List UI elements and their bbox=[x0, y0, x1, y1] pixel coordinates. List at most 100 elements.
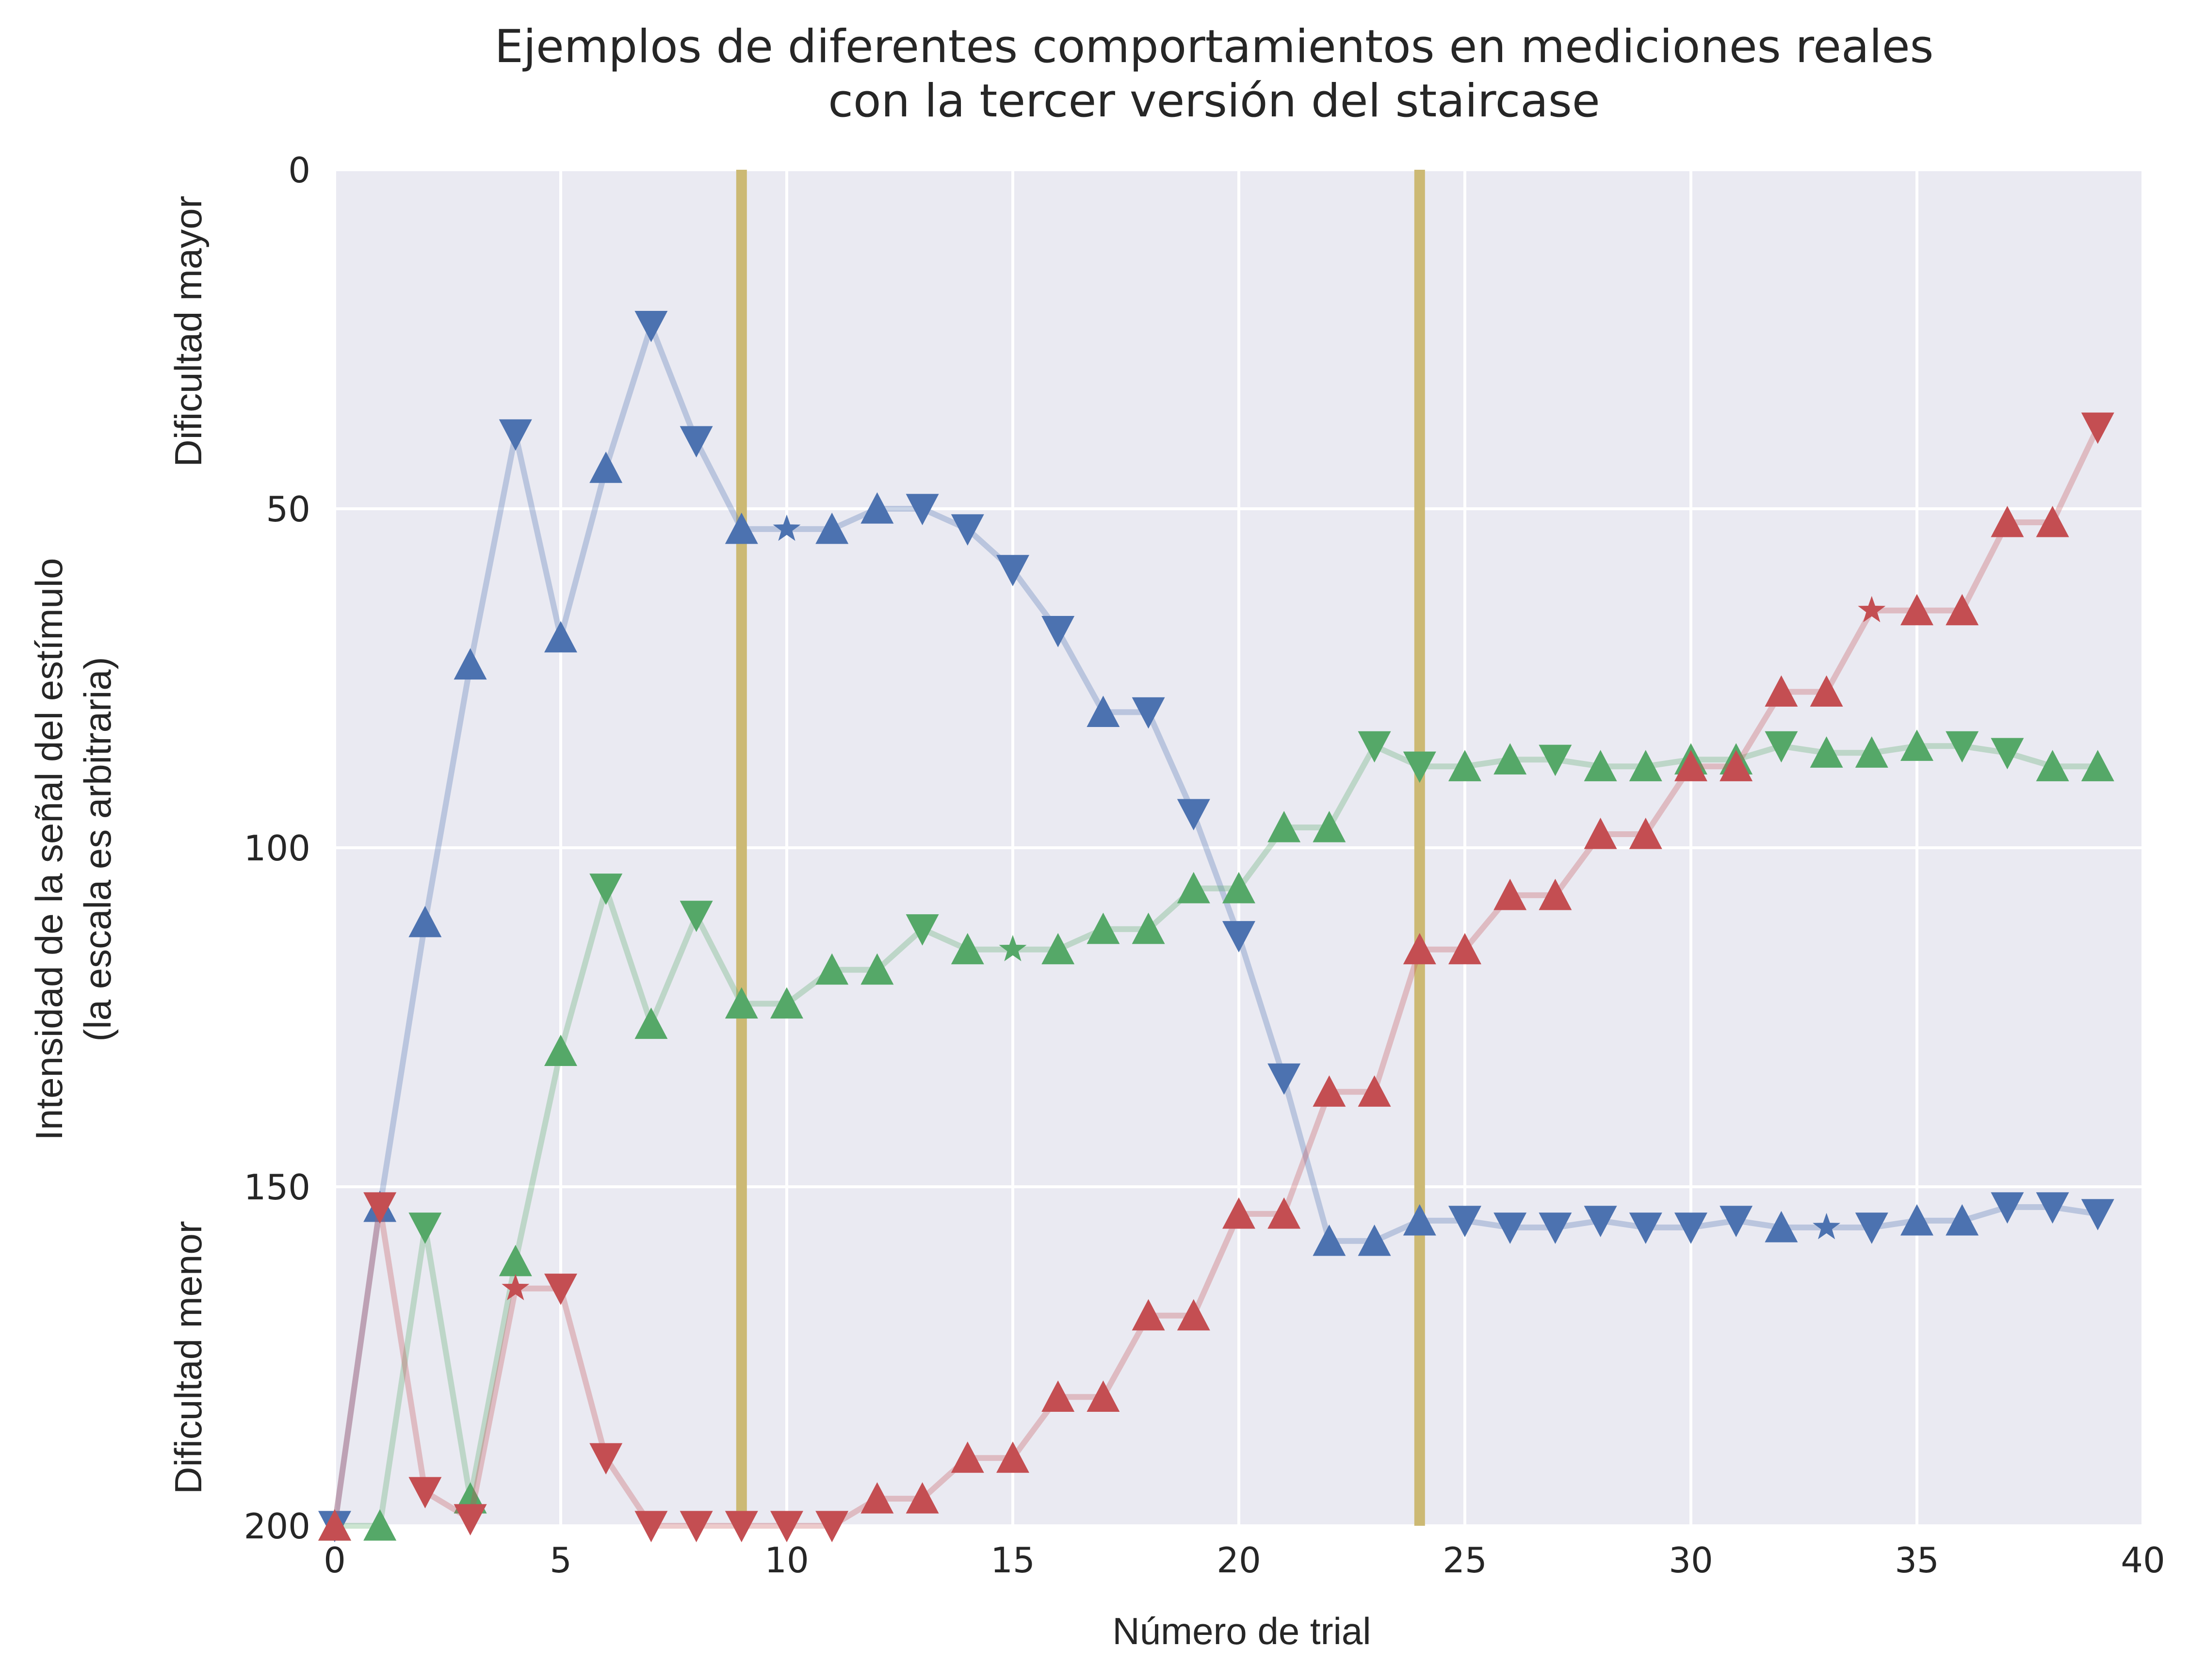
marker-triangle-up bbox=[1403, 933, 1436, 965]
marker-star bbox=[1813, 1212, 1841, 1240]
marker-triangle-up bbox=[1087, 912, 1120, 944]
marker-triangle-up bbox=[1222, 1197, 1255, 1229]
x-tick-label: 15 bbox=[990, 1540, 1035, 1581]
marker-triangle-down bbox=[770, 1511, 803, 1542]
marker-triangle-down bbox=[1448, 1206, 1481, 1237]
gridlines bbox=[333, 168, 2144, 1527]
marker-star bbox=[502, 1274, 530, 1300]
marker-triangle-up bbox=[1493, 878, 1527, 910]
marker-triangle-up bbox=[1358, 1224, 1391, 1256]
y-axis-label-line-1: Intensidad de la señal del estímulo bbox=[28, 558, 70, 1140]
marker-triangle-down bbox=[1041, 616, 1075, 647]
marker-triangle-up bbox=[1132, 1299, 1165, 1331]
marker-triangle-up bbox=[951, 1441, 984, 1473]
x-tick-label: 35 bbox=[1895, 1540, 1939, 1581]
marker-triangle-down bbox=[1539, 1212, 1572, 1244]
marker-triangle-down bbox=[906, 914, 939, 946]
marker-triangle-down bbox=[1493, 1212, 1527, 1244]
marker-triangle-down bbox=[906, 494, 939, 525]
y-tick-label: 50 bbox=[266, 489, 310, 530]
marker-triangle-up bbox=[1493, 743, 1527, 775]
x-tick-label: 0 bbox=[324, 1540, 346, 1581]
series-1 bbox=[318, 310, 2114, 1542]
series-layer bbox=[318, 310, 2114, 1542]
marker-triangle-down bbox=[454, 1504, 487, 1536]
marker-triangle-down bbox=[2036, 1192, 2069, 1224]
marker-triangle-up bbox=[1629, 750, 1662, 781]
marker-triangle-down bbox=[1765, 731, 1798, 763]
marker-triangle-up bbox=[1539, 878, 1572, 910]
series-line bbox=[332, 426, 2101, 1529]
x-tick-label: 40 bbox=[2121, 1540, 2165, 1581]
marker-triangle-down bbox=[1177, 799, 1210, 831]
marker-triangle-up bbox=[1403, 1204, 1436, 1236]
x-tick-label: 5 bbox=[550, 1540, 572, 1581]
marker-triangle-down bbox=[996, 555, 1029, 586]
marker-triangle-down bbox=[725, 1511, 758, 1542]
marker-star bbox=[999, 935, 1027, 961]
marker-triangle-up bbox=[815, 512, 849, 544]
marker-triangle-down bbox=[2081, 412, 2114, 444]
marker-triangle-up bbox=[860, 1482, 894, 1514]
marker-triangle-up bbox=[634, 1007, 668, 1039]
marker-triangle-up bbox=[454, 648, 487, 680]
marker-triangle-up bbox=[1087, 1380, 1120, 1412]
marker-triangle-up bbox=[1448, 750, 1481, 781]
marker-triangle-up bbox=[544, 621, 577, 653]
marker-triangle-down bbox=[1267, 1063, 1301, 1095]
marker-triangle-down bbox=[544, 1274, 577, 1305]
y-tick-label: 200 bbox=[244, 1506, 310, 1547]
marker-triangle-up bbox=[2036, 505, 2069, 537]
marker-triangle-up bbox=[1313, 1224, 1346, 1256]
y-axis-label-line-2: (la escala es arbitraria) bbox=[76, 657, 119, 1041]
marker-triangle-down bbox=[1358, 731, 1391, 763]
marker-triangle-down bbox=[680, 426, 713, 458]
marker-triangle-up bbox=[1087, 695, 1120, 727]
marker-triangle-up bbox=[906, 1482, 939, 1514]
chart-title-line-1: Ejemplos de diferentes comportamientos e… bbox=[494, 20, 1933, 73]
marker-triangle-up bbox=[815, 953, 849, 985]
marker-triangle-up bbox=[1448, 933, 1481, 965]
marker-triangle-up bbox=[363, 1509, 397, 1541]
x-tick-label: 10 bbox=[764, 1540, 809, 1581]
marker-triangle-down bbox=[1855, 1212, 1888, 1244]
marker-star bbox=[773, 514, 801, 541]
marker-triangle-down bbox=[1403, 751, 1436, 783]
marker-triangle-down bbox=[1629, 1212, 1662, 1244]
series-3 bbox=[318, 412, 2114, 1542]
marker-triangle-down bbox=[1674, 1212, 1707, 1244]
marker-triangle-up bbox=[408, 905, 442, 937]
marker-triangle-up bbox=[951, 933, 984, 965]
marker-triangle-up bbox=[1765, 675, 1798, 707]
marker-triangle-down bbox=[408, 1477, 442, 1509]
marker-triangle-up bbox=[589, 452, 623, 483]
marker-triangle-up bbox=[725, 512, 758, 544]
marker-triangle-down bbox=[634, 310, 668, 342]
marker-triangle-down bbox=[951, 514, 984, 546]
marker-triangle-up bbox=[2036, 750, 2069, 781]
marker-triangle-up bbox=[1900, 594, 1933, 626]
marker-triangle-up bbox=[544, 1034, 577, 1066]
marker-triangle-up bbox=[1674, 750, 1707, 781]
marker-triangle-up bbox=[1946, 1204, 1979, 1236]
marker-triangle-down bbox=[1720, 1206, 1753, 1237]
y-annotation-top: Dificultad mayor bbox=[167, 195, 210, 467]
marker-triangle-up bbox=[2081, 750, 2114, 781]
marker-triangle-up bbox=[1267, 1197, 1301, 1229]
marker-triangle-up bbox=[1267, 811, 1301, 842]
marker-triangle-up bbox=[1810, 736, 1843, 768]
marker-triangle-up bbox=[1584, 750, 1617, 781]
x-tick-label: 30 bbox=[1669, 1540, 1713, 1581]
marker-triangle-down bbox=[589, 1443, 623, 1475]
marker-triangle-up bbox=[1358, 1075, 1391, 1107]
series-line bbox=[335, 743, 2098, 1529]
marker-triangle-down bbox=[363, 1192, 397, 1224]
marker-triangle-down bbox=[1132, 697, 1165, 729]
marker-triangle-down bbox=[1991, 738, 2024, 770]
marker-triangle-up bbox=[1855, 736, 1888, 768]
marker-triangle-down bbox=[815, 1511, 849, 1542]
reference-lines bbox=[736, 170, 1425, 1526]
marker-triangle-up bbox=[860, 492, 894, 524]
marker-triangle-up bbox=[770, 987, 803, 1019]
